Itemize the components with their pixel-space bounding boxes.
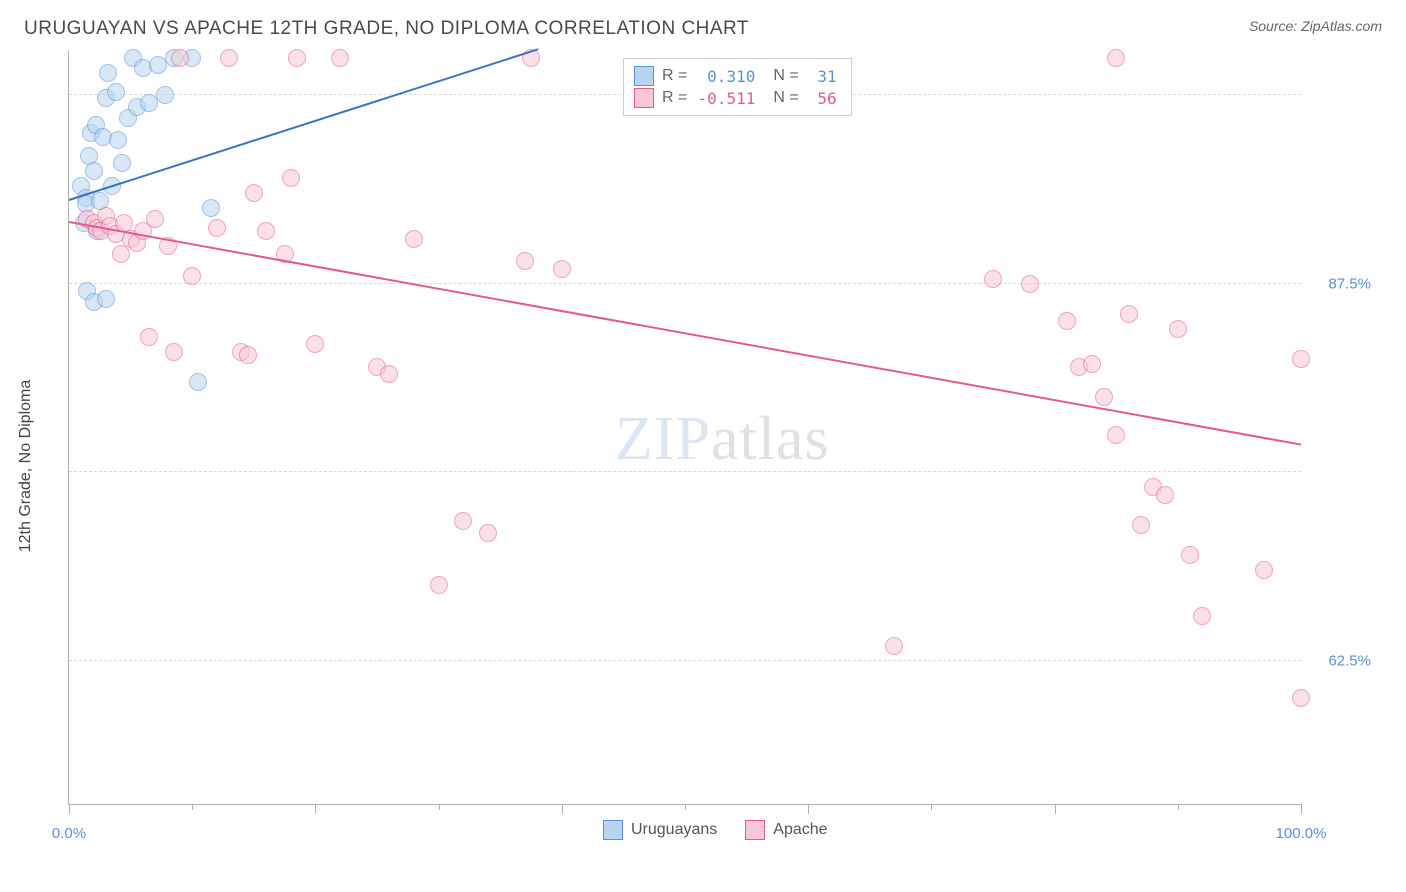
stat-label: N =: [773, 89, 798, 107]
data-point: [97, 290, 115, 308]
data-point: [109, 131, 127, 149]
data-point: [282, 169, 300, 187]
data-point: [430, 576, 448, 594]
data-point: [220, 49, 238, 67]
data-point: [202, 199, 220, 217]
regression-line: [69, 221, 1301, 446]
legend-item: Uruguayans: [603, 820, 717, 840]
data-point: [156, 86, 174, 104]
data-point: [1021, 275, 1039, 293]
x-tick: [808, 804, 809, 814]
gridline: [69, 283, 1301, 284]
x-tick-label: 100.0%: [1276, 825, 1327, 842]
data-point: [183, 267, 201, 285]
watermark: ZIPatlas: [615, 404, 830, 475]
stat-label: N =: [773, 67, 798, 85]
data-point: [1193, 607, 1211, 625]
stat-n-value: 31: [807, 67, 837, 86]
data-point: [245, 184, 263, 202]
data-point: [331, 49, 349, 67]
y-axis-label: 12th Grade, No Diploma: [17, 116, 35, 816]
data-point: [113, 154, 131, 172]
chart-container: 12th Grade, No Diploma 62.5%87.5%0.0%100…: [22, 50, 1384, 864]
data-point: [1156, 486, 1174, 504]
data-point: [257, 222, 275, 240]
stat-n-value: 56: [807, 89, 837, 108]
data-point: [553, 260, 571, 278]
data-point: [1095, 388, 1113, 406]
gridline: [69, 660, 1301, 661]
plot-area: 62.5%87.5%0.0%100.0%ZIPatlasR =0.310N =3…: [68, 50, 1301, 805]
data-point: [984, 270, 1002, 288]
data-point: [1058, 312, 1076, 330]
chart-source: Source: ZipAtlas.com: [1249, 18, 1382, 34]
x-tick: [439, 804, 440, 810]
legend-swatch: [603, 820, 623, 840]
data-point: [239, 346, 257, 364]
data-point: [1107, 426, 1125, 444]
x-tick: [562, 804, 563, 814]
data-point: [85, 162, 103, 180]
data-point: [140, 328, 158, 346]
gridline: [69, 471, 1301, 472]
data-point: [1255, 561, 1273, 579]
chart-header: URUGUAYAN VS APACHE 12TH GRADE, NO DIPLO…: [0, 0, 1406, 46]
x-tick: [931, 804, 932, 810]
y-tick-label: 62.5%: [1311, 652, 1371, 669]
data-point: [1292, 350, 1310, 368]
data-point: [516, 252, 534, 270]
data-point: [146, 210, 164, 228]
data-point: [1181, 546, 1199, 564]
data-point: [189, 373, 207, 391]
x-tick: [1178, 804, 1179, 810]
legend-label: Apache: [773, 821, 827, 839]
stats-box: R = 0.310 N = 31 R = -0.511 N = 56: [623, 58, 852, 116]
data-point: [112, 245, 130, 263]
data-point: [1169, 320, 1187, 338]
bottom-legend: Uruguayans Apache: [603, 820, 828, 840]
data-point: [1083, 355, 1101, 373]
data-point: [380, 365, 398, 383]
stat-label: R =: [662, 67, 687, 85]
data-point: [1107, 49, 1125, 67]
stat-r-value: -0.511: [695, 89, 755, 108]
legend-item: Apache: [745, 820, 827, 840]
data-point: [107, 83, 125, 101]
x-tick: [315, 804, 316, 814]
x-tick: [1055, 804, 1056, 814]
data-point: [1120, 305, 1138, 323]
data-point: [885, 637, 903, 655]
data-point: [306, 335, 324, 353]
x-tick: [69, 804, 70, 814]
legend-swatch: [634, 66, 654, 86]
x-tick: [1301, 804, 1302, 814]
data-point: [479, 524, 497, 542]
legend-swatch: [745, 820, 765, 840]
data-point: [405, 230, 423, 248]
x-tick-label: 0.0%: [52, 825, 86, 842]
data-point: [1292, 689, 1310, 707]
data-point: [1132, 516, 1150, 534]
x-tick: [685, 804, 686, 810]
x-tick: [192, 804, 193, 810]
stats-row: R = 0.310 N = 31: [634, 65, 837, 87]
data-point: [165, 343, 183, 361]
data-point: [454, 512, 472, 530]
data-point: [171, 49, 189, 67]
chart-title: URUGUAYAN VS APACHE 12TH GRADE, NO DIPLO…: [24, 18, 749, 40]
data-point: [288, 49, 306, 67]
stat-label: R =: [662, 89, 687, 107]
stats-row: R = -0.511 N = 56: [634, 87, 837, 109]
data-point: [99, 64, 117, 82]
legend-label: Uruguayans: [631, 821, 717, 839]
stat-r-value: 0.310: [695, 67, 755, 86]
legend-swatch: [634, 88, 654, 108]
data-point: [208, 219, 226, 237]
y-tick-label: 87.5%: [1311, 275, 1371, 292]
